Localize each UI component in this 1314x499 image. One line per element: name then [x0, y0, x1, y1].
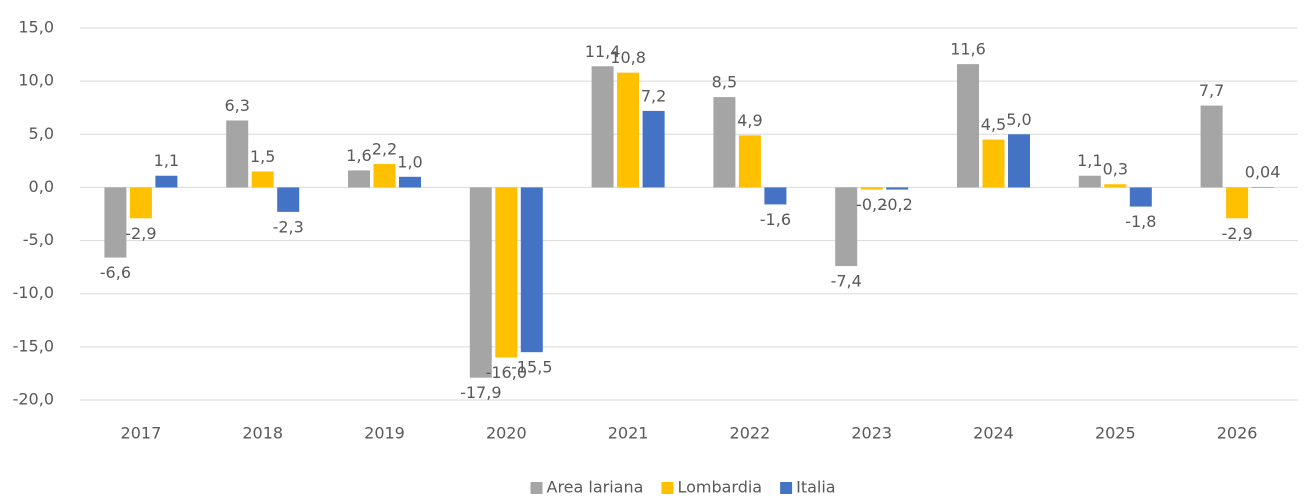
- data-label: -0,2: [882, 195, 913, 214]
- data-label: 0,3: [1103, 160, 1128, 179]
- data-label: 5,0: [1006, 110, 1031, 129]
- data-label: 8,5: [712, 73, 737, 92]
- legend-label: Lombardia: [677, 478, 762, 497]
- bar: [886, 187, 909, 190]
- data-label: -1,8: [1125, 212, 1156, 231]
- bar: [1078, 175, 1101, 188]
- y-tick-label: 0,0: [29, 177, 54, 196]
- data-label: -2,9: [125, 224, 156, 243]
- bar: [520, 187, 543, 353]
- bar: [1129, 187, 1152, 207]
- bar: [226, 120, 249, 188]
- bar: [738, 135, 761, 188]
- data-label: -2,9: [1221, 224, 1252, 243]
- bar: [1104, 184, 1127, 188]
- y-tick-label: -5,0: [23, 230, 54, 249]
- legend-label: Italia: [796, 478, 836, 497]
- bar: [1200, 105, 1223, 188]
- x-tick-label: 2021: [608, 424, 649, 443]
- y-tick-label: 15,0: [18, 18, 54, 37]
- data-label: 1,5: [250, 147, 275, 166]
- data-label: 1,1: [154, 151, 179, 170]
- data-label: -7,4: [831, 272, 862, 291]
- bar: [495, 187, 518, 358]
- bar: [373, 164, 396, 188]
- data-label: 7,7: [1199, 81, 1224, 100]
- bar: [399, 176, 421, 188]
- data-label: 6,3: [224, 96, 249, 115]
- bar: [251, 171, 274, 188]
- x-tick-label: 2020: [486, 424, 527, 443]
- bar: [957, 64, 979, 188]
- legend-swatch: [530, 482, 543, 494]
- data-label: 2,2: [372, 140, 397, 159]
- x-tick-label: 2018: [242, 424, 283, 443]
- y-tick-label: -10,0: [13, 283, 54, 302]
- x-tick-label: 2023: [851, 424, 892, 443]
- data-label: 1,0: [397, 152, 422, 171]
- bar: [348, 170, 370, 188]
- data-label: -16,0: [486, 363, 527, 382]
- data-label: 7,2: [641, 86, 666, 105]
- bar: [642, 110, 665, 188]
- data-label: 4,5: [981, 115, 1006, 134]
- bar: [1226, 187, 1249, 219]
- data-label: 11,4: [585, 42, 621, 61]
- legend-swatch: [780, 482, 793, 494]
- x-tick-label: 2022: [730, 424, 771, 443]
- x-tick-label: 2024: [973, 424, 1014, 443]
- x-tick-label: 2017: [121, 424, 162, 443]
- data-label: 10,8: [610, 48, 646, 67]
- data-label: 11,6: [950, 40, 986, 59]
- x-tick-label: 2025: [1095, 424, 1136, 443]
- data-label: -0,2: [856, 195, 887, 214]
- data-label: 4,9: [737, 111, 762, 130]
- bar: [860, 187, 883, 190]
- data-label: 1,1: [1077, 151, 1102, 170]
- y-tick-label: -15,0: [13, 336, 54, 355]
- bar: [982, 139, 1005, 188]
- bar: [713, 97, 736, 188]
- bar: [617, 72, 640, 188]
- data-label: -6,6: [100, 263, 131, 282]
- bar: [764, 187, 787, 205]
- legend-label: Area lariana: [547, 478, 644, 497]
- bar: [1008, 134, 1030, 188]
- bar: [591, 66, 614, 188]
- data-label: -15,5: [511, 358, 552, 377]
- data-label: 1,6: [346, 146, 371, 165]
- y-tick-label: -20,0: [13, 390, 54, 409]
- bar: [835, 187, 858, 267]
- data-label: 0,04: [1245, 163, 1281, 182]
- bar: [277, 187, 300, 212]
- x-tick-label: 2019: [364, 424, 405, 443]
- y-tick-label: 10,0: [18, 71, 54, 90]
- data-label: -1,6: [760, 210, 791, 229]
- bar: [155, 175, 178, 188]
- y-tick-label: 5,0: [29, 124, 54, 143]
- data-label: -2,3: [273, 217, 304, 236]
- bar: [129, 187, 152, 219]
- bar: [104, 187, 127, 258]
- x-tick-label: 2026: [1217, 424, 1258, 443]
- bar: [469, 187, 492, 378]
- legend-swatch: [661, 482, 674, 494]
- data-label: -17,9: [460, 383, 501, 402]
